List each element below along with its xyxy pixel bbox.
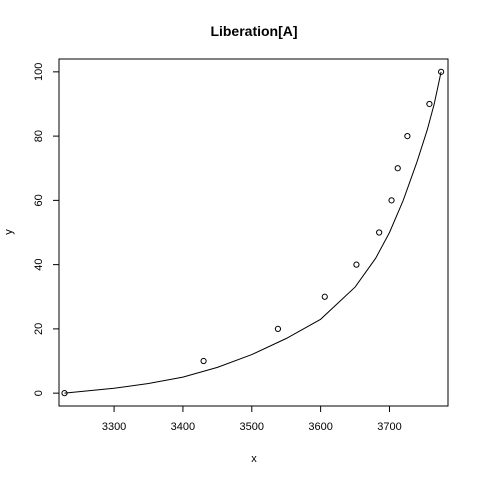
data-points [62,69,444,395]
data-point-3 [322,294,327,299]
x-tick-label-1: 3400 [171,421,195,433]
y-tick-label-3: 60 [33,194,45,206]
fit-line [65,72,442,393]
y-tick-label-0: 0 [33,390,45,396]
y-axis-label: y [3,229,15,235]
data-point-9 [427,101,432,106]
y-tick-label-2: 40 [33,259,45,271]
x-tick-label-3: 3600 [308,421,332,433]
data-point-4 [354,262,359,267]
data-point-5 [377,230,382,235]
data-point-6 [389,198,394,203]
x-tick-label-2: 3500 [240,421,264,433]
y-tick-label-1: 20 [33,323,45,335]
y-axis: 0 20 40 60 80 100 [33,63,59,397]
x-tick-label-0: 3300 [102,421,126,433]
data-point-7 [395,166,400,171]
data-point-2 [275,326,280,331]
x-tick-label-4: 3700 [377,421,401,433]
chart-title: Liberation[A] [210,23,297,39]
y-tick-label-4: 80 [33,130,45,142]
x-axis-label: x [251,453,257,465]
data-point-8 [405,134,410,139]
data-point-1 [201,358,206,363]
y-tick-label-5: 100 [33,63,45,81]
x-axis: 3300 3400 3500 3600 3700 [102,406,402,433]
